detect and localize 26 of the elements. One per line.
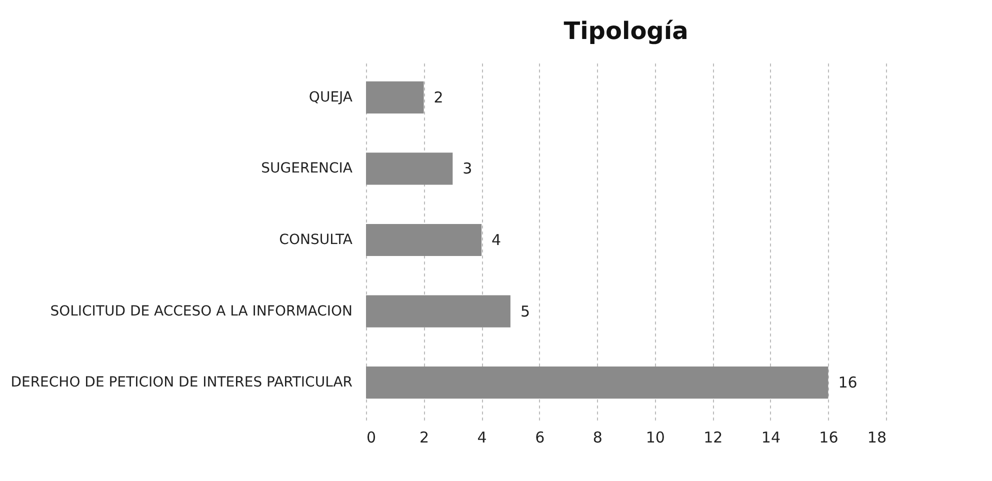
x-tick-label: 0 (366, 428, 376, 446)
x-tick-label: 2 (420, 428, 430, 446)
bar (366, 295, 510, 328)
data-label: 4 (492, 231, 502, 249)
y-tick-label: QUEJA (308, 89, 353, 106)
y-tick-label: CONSULTA (279, 232, 353, 248)
bar (366, 366, 828, 399)
x-tick-label: 14 (761, 428, 780, 446)
data-label: 5 (520, 302, 530, 320)
x-tick-label: 16 (819, 428, 838, 446)
bar (366, 224, 482, 256)
y-tick-label: DERECHO DE PETICION DE INTERES PARTICULAR (10, 374, 353, 391)
data-label: 2 (434, 88, 444, 106)
x-tick-label: 12 (704, 428, 723, 446)
bar (366, 152, 453, 185)
y-tick-label: SUGERENCIA (261, 160, 353, 177)
bar (366, 81, 424, 114)
x-tick-label: 10 (646, 428, 665, 446)
x-tick-label: 18 (867, 428, 886, 446)
x-tick-label: 8 (592, 428, 602, 446)
x-tick-label: 4 (477, 428, 487, 446)
y-tick-label: SOLICITUD DE ACCESO A LA INFORMACION (50, 303, 352, 320)
chart-title: Tipología (564, 17, 688, 45)
data-label: 3 (462, 160, 472, 178)
data-label: 16 (838, 374, 858, 392)
x-tick-label: 6 (535, 428, 545, 446)
